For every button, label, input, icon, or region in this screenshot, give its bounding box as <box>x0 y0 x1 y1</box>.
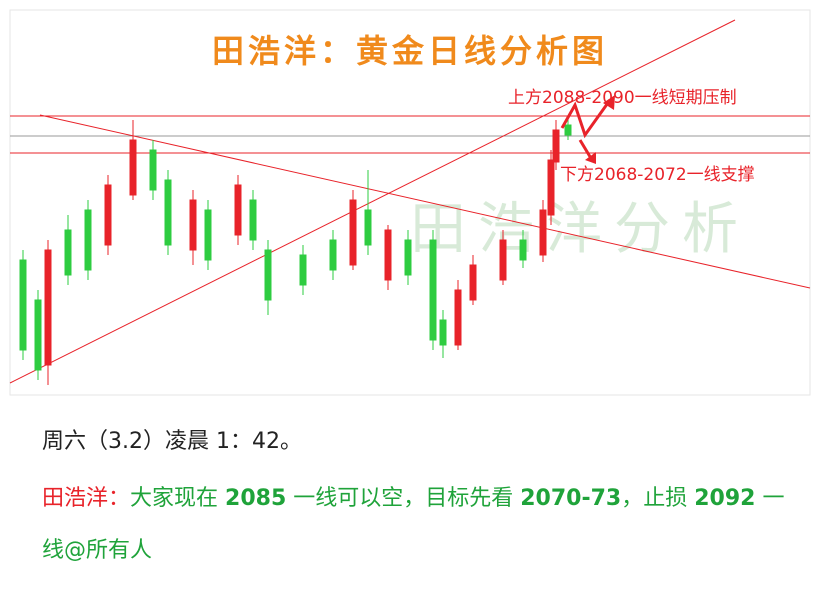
arrow-head <box>603 95 615 110</box>
price: 2085 <box>225 486 287 511</box>
trend-line <box>39 114 811 289</box>
chart-title: 田浩洋：黄金日线分析图 <box>212 32 608 70</box>
arrow-head <box>585 152 596 164</box>
price: 2070-73 <box>520 486 622 511</box>
candles <box>19 118 572 385</box>
down-candles <box>19 118 572 380</box>
resistance-note: 上方2088-2090一线短期压制 <box>508 88 737 108</box>
segment: 一线可以空，目标先看 <box>286 486 521 511</box>
up-candles <box>44 120 560 385</box>
post-message: 田浩洋：大家现在 2085 一线可以空，目标先看 2070-73，止损 2092… <box>42 473 802 577</box>
watermark: 田浩洋分析 <box>410 197 750 262</box>
post-time: 周六（3.2）凌晨 1：42。 <box>42 429 302 454</box>
chart-frame <box>9 9 811 396</box>
trend-line <box>9 19 736 384</box>
up-arrow <box>560 99 612 139</box>
support-note: 下方2068-2072一线支撑 <box>560 165 755 185</box>
price: 2092 <box>694 486 756 511</box>
segment: 大家现在 <box>130 486 226 511</box>
author: 田浩洋： <box>42 486 131 511</box>
segment: ，止损 <box>621 486 695 511</box>
segment: 一线@所有人 <box>42 486 785 563</box>
chart: 田浩洋分析 <box>9 9 811 396</box>
